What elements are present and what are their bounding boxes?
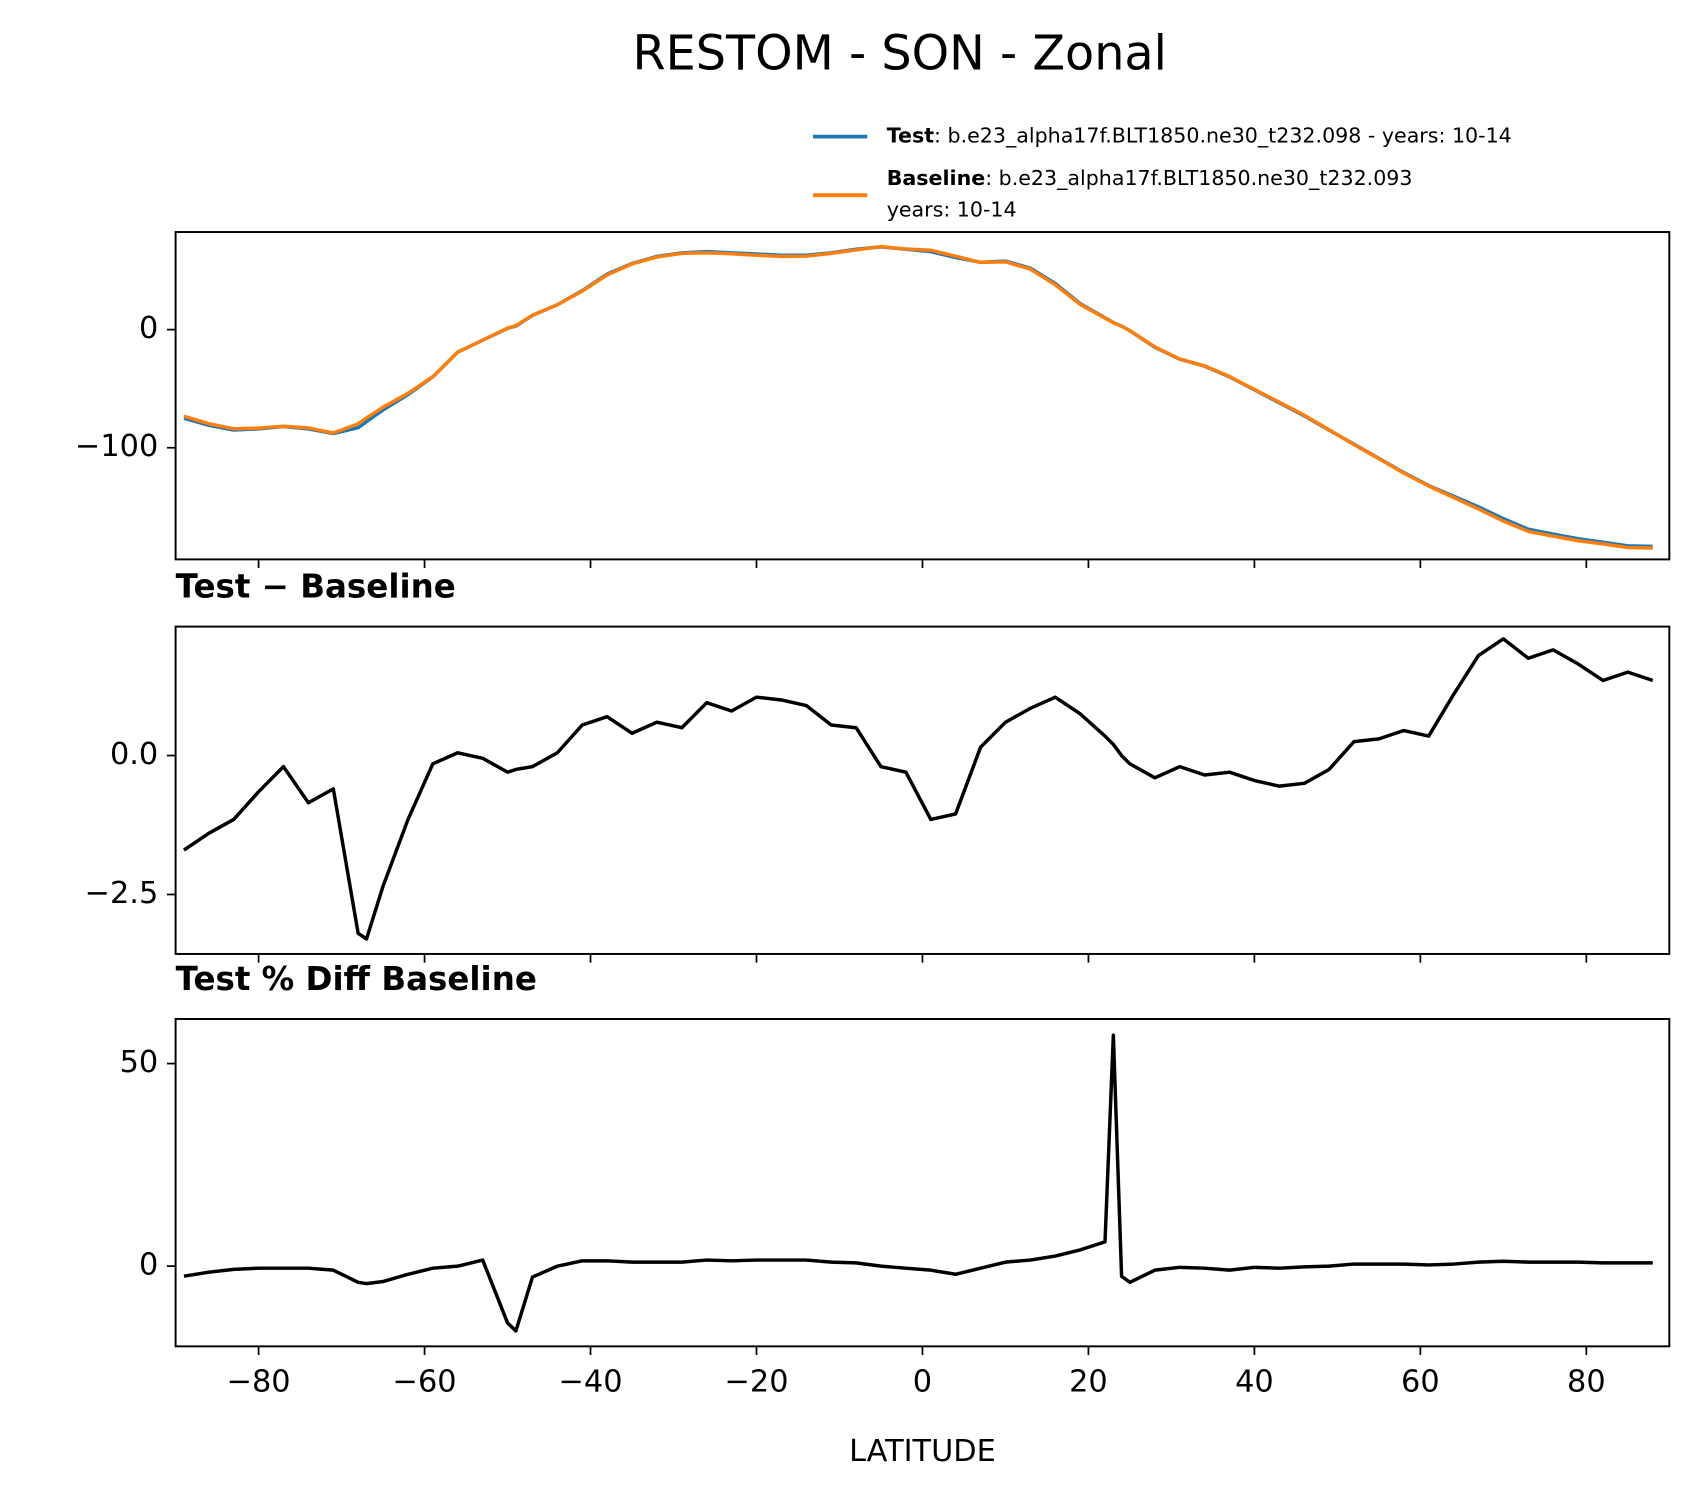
data-line xyxy=(182,637,1654,941)
axes-frame xyxy=(174,1018,1671,1348)
legend-label-line: years: 10-14 xyxy=(887,197,1017,221)
axes-frame xyxy=(174,625,1671,955)
x-tick-label: −20 xyxy=(724,1365,788,1400)
legend-label: : b.e23_alpha17f.BLT1850.ne30_t232.093 xyxy=(985,166,1412,191)
legend-entry: Test: b.e23_alpha17f.BLT1850.ne30_t232.0… xyxy=(887,124,1512,149)
x-tick-label: −40 xyxy=(559,1365,623,1400)
y-tick-label: 0.0 xyxy=(110,737,158,772)
axes-frame xyxy=(174,231,1671,561)
x-tick-label: −60 xyxy=(393,1365,457,1400)
panel-title: Test − Baseline xyxy=(176,568,456,606)
legend-name: Baseline xyxy=(887,166,986,190)
legend-label: : b.e23_alpha17f.BLT1850.ne30_t232.098 -… xyxy=(934,124,1512,149)
x-tick-label: 80 xyxy=(1567,1365,1606,1400)
data-line xyxy=(183,244,1653,550)
chart-title: RESTOM - SON - Zonal xyxy=(632,26,1166,81)
x-tick-label: 40 xyxy=(1235,1365,1274,1400)
y-tick-label: 0 xyxy=(139,311,158,346)
plot-area xyxy=(183,244,1653,550)
x-tick-label: 0 xyxy=(913,1365,932,1400)
y-tick-label: −100 xyxy=(75,429,158,464)
y-tick-label: −2.5 xyxy=(85,876,159,911)
plot-area xyxy=(182,637,1654,941)
data-line xyxy=(183,1033,1653,1333)
x-tick-label: 20 xyxy=(1069,1365,1108,1400)
y-tick-label: 50 xyxy=(120,1045,159,1080)
panel-title: Test % Diff Baseline xyxy=(176,960,537,998)
legend-entry: Baseline: b.e23_alpha17f.BLT1850.ne30_t2… xyxy=(887,166,1413,191)
x-axis-label: LATITUDE xyxy=(849,1434,996,1469)
x-tick-label: 60 xyxy=(1401,1365,1440,1400)
plot-area xyxy=(183,1033,1653,1333)
legend-name: Test xyxy=(887,124,935,148)
x-tick-label: −80 xyxy=(227,1365,291,1400)
y-tick-label: 0 xyxy=(139,1248,158,1283)
